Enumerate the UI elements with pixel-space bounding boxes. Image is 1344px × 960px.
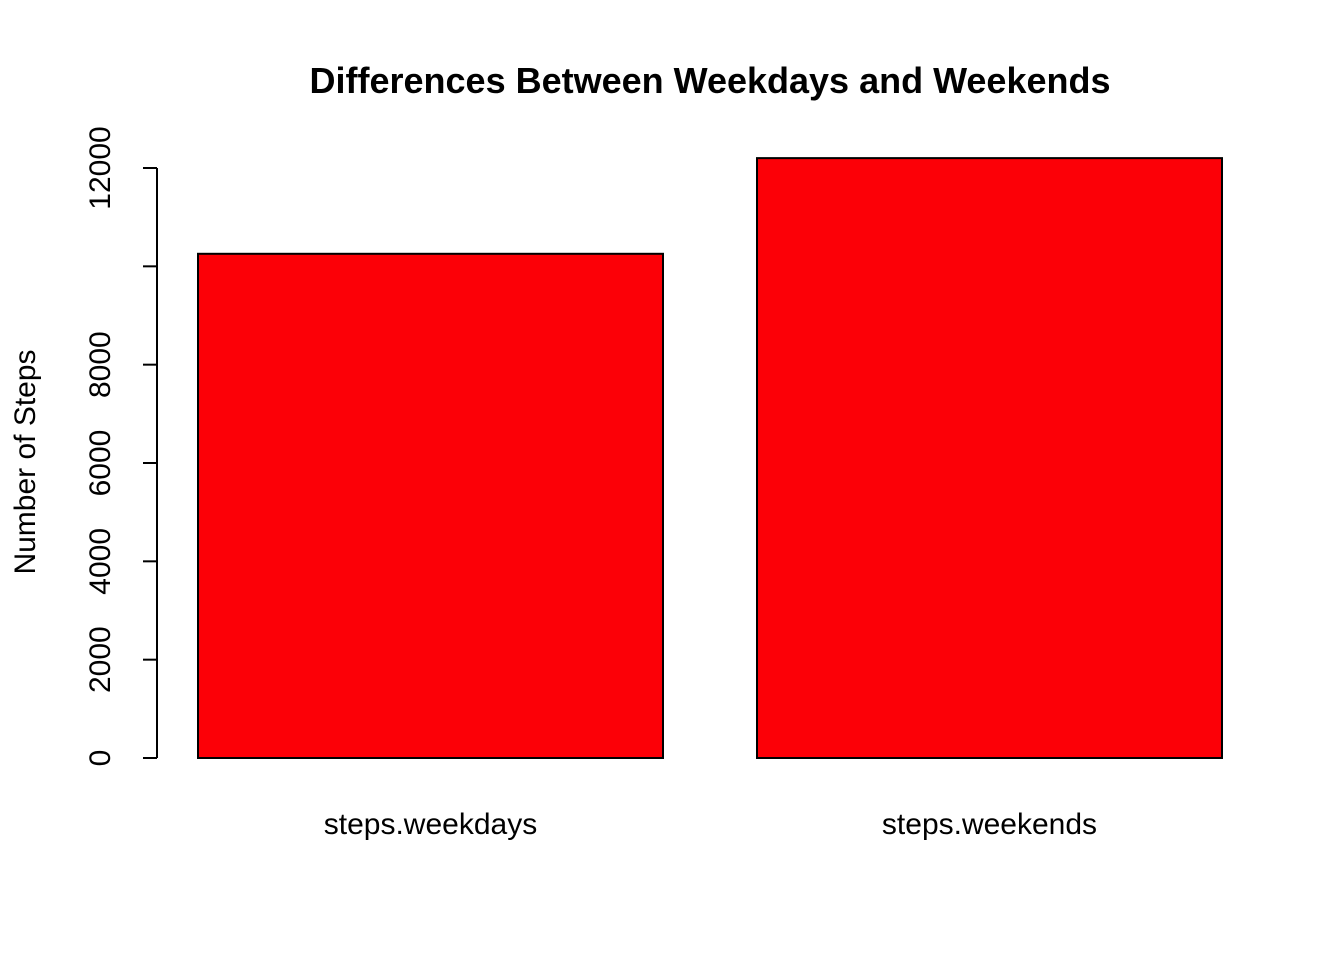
bar-steps.weekends [756,157,1223,759]
y-tick-label: 4000 [84,528,117,595]
y-tick-label: 6000 [84,430,117,497]
y-axis-label: Number of Steps [9,349,42,574]
y-tick-label: 2000 [84,626,117,693]
y-tick-label: 8000 [84,331,117,398]
x-category-label: steps.weekdays [324,808,537,841]
y-axis: 0 2000 4000 6000 8000 12000 [84,126,158,767]
y-tick-label: 12000 [84,126,117,209]
x-category-label: steps.weekends [882,808,1097,841]
chart-title: Differences Between Weekdays and Weekend… [310,60,1111,101]
x-axis-labels: steps.weekdays steps.weekends [324,808,1097,841]
y-tick-label: 0 [84,750,117,767]
bar-steps.weekdays [197,252,664,759]
bars-group [197,157,1223,759]
